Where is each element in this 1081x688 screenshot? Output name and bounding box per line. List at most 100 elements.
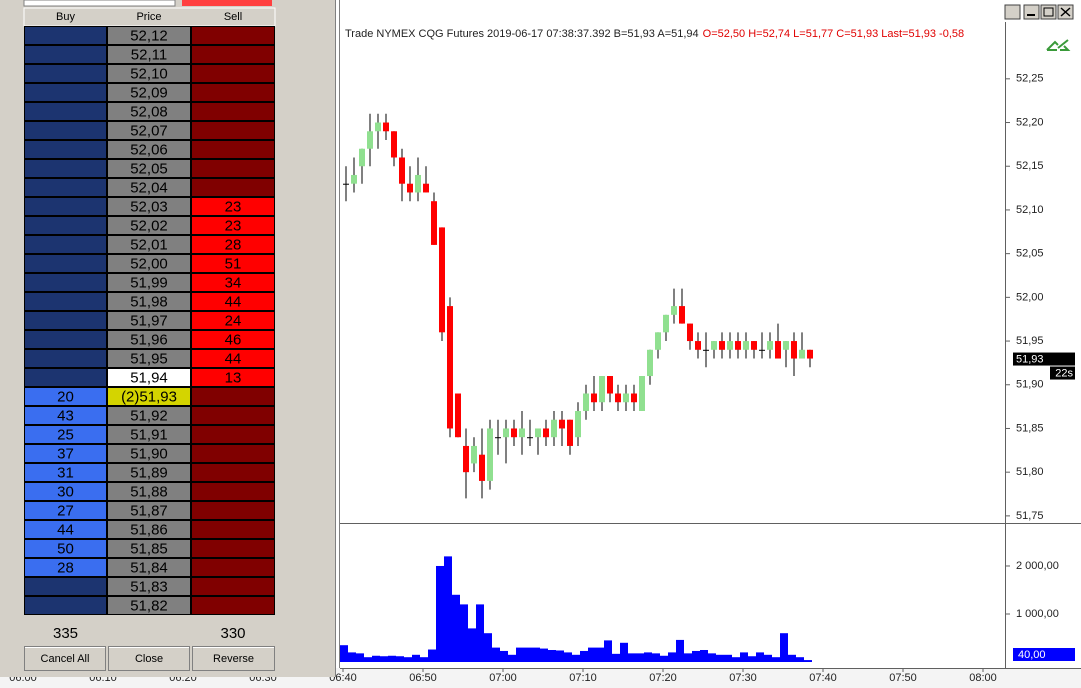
volume-bar (748, 656, 756, 662)
ladder-cell (24, 45, 107, 64)
volume-bar (468, 628, 476, 662)
ladder-cell (107, 45, 191, 64)
candle-body (791, 341, 797, 359)
ladder-price: 51,92 (130, 407, 168, 424)
ladder-cell (191, 292, 275, 311)
window-buttons (1004, 4, 1074, 20)
button-label: Reverse (213, 653, 254, 665)
ladder-cell (24, 235, 107, 254)
trade-icon[interactable] (1046, 39, 1071, 51)
volume-bar (756, 652, 764, 662)
candle-body (439, 227, 445, 333)
ladder-cell (107, 463, 191, 482)
ladder-cell (191, 64, 275, 83)
ladder-cell (24, 501, 107, 520)
candle-body (615, 393, 621, 403)
ladder-cell (107, 26, 191, 45)
volume-bar (548, 649, 556, 662)
ladder-cell (24, 159, 107, 178)
ladder-cell (191, 482, 275, 501)
volume-bar (436, 565, 444, 662)
buy-size: 44 (57, 521, 74, 538)
buy-size: 37 (57, 445, 74, 462)
ladder-cell (191, 368, 275, 387)
ladder-cell (24, 406, 107, 425)
volume-bar (516, 647, 524, 662)
restore-button[interactable] (1004, 4, 1021, 20)
candle-body (455, 393, 461, 438)
chart-header: Trade NYMEX CQG Futures 2019-06-17 07:38… (345, 28, 964, 40)
sell-size: 44 (225, 350, 242, 367)
x-tick-label: 07:50 (889, 672, 917, 684)
button[interactable] (192, 646, 275, 671)
volume-bar (492, 647, 500, 662)
ladder-cell (191, 539, 275, 558)
x-tick-label: 07:20 (649, 672, 677, 684)
ladder-price: 52,09 (130, 84, 168, 101)
candle-body (495, 437, 501, 439)
ladder-cell (24, 26, 107, 45)
volume-bar (388, 655, 396, 662)
ladder-cell (191, 121, 275, 140)
candle-body (367, 131, 373, 149)
x-tick-label: 07:00 (489, 672, 517, 684)
candle-body (383, 122, 389, 132)
y-tick-label: 52,20 (1016, 116, 1044, 128)
buy-size: 27 (57, 502, 74, 519)
buy-total: 335 (53, 625, 78, 642)
candle-body (711, 341, 717, 350)
last-volume-box (1013, 648, 1075, 661)
button[interactable] (24, 646, 106, 671)
y-tick-label: 1 000,00 (1016, 608, 1059, 620)
sell-size: 24 (225, 312, 242, 329)
ladder-cell (24, 273, 107, 292)
button[interactable] (108, 646, 190, 671)
ladder-price: (2)51,93 (121, 388, 177, 405)
candle-body (655, 332, 661, 350)
ladder-cell (24, 349, 107, 368)
candle-body (527, 437, 533, 439)
ladder-cell (191, 102, 275, 121)
ladder-cell (191, 254, 275, 273)
candle-body (727, 341, 733, 350)
top-field[interactable] (23, 0, 176, 7)
ladder-cell (24, 83, 107, 102)
volume-bar (660, 655, 668, 662)
ladder-price: 51,98 (130, 293, 168, 310)
minimize-button[interactable] (1023, 4, 1040, 20)
ladder-cell (191, 520, 275, 539)
chart-window (336, 0, 1081, 688)
candle-body (591, 393, 597, 403)
sell-size: 34 (225, 274, 242, 291)
candle-body (343, 183, 349, 185)
volume-bar (588, 647, 596, 662)
volume-bar (364, 657, 372, 662)
ladder-cell (107, 102, 191, 121)
candle-body (551, 419, 557, 438)
ladder-price: 51,85 (130, 540, 168, 557)
volume-bar (524, 647, 532, 662)
volume-bar (556, 650, 564, 662)
ladder-cell (191, 178, 275, 197)
candle-body (423, 183, 429, 193)
buy-size: 20 (57, 388, 74, 405)
ladder-cell (24, 558, 107, 577)
volume-bar (796, 657, 804, 662)
volume-bar (708, 653, 716, 662)
ladder-price: 51,99 (130, 274, 168, 291)
ladder-price: 52,01 (130, 236, 168, 253)
maximize-button[interactable] (1040, 4, 1057, 20)
ladder-cell (191, 558, 275, 577)
ladder-price: 52,08 (130, 103, 168, 120)
candle-body (535, 428, 541, 438)
buy-size: 43 (57, 407, 74, 424)
ladder-price: 51,95 (130, 350, 168, 367)
sell-size: 28 (225, 236, 242, 253)
volume-bar (732, 657, 740, 662)
ladder-cell (107, 216, 191, 235)
volume-bar (724, 654, 732, 662)
ladder-price: 52,04 (130, 179, 168, 196)
candle-body (751, 341, 757, 350)
volume-bar (460, 604, 468, 662)
ladder-price: 51,90 (130, 445, 168, 462)
